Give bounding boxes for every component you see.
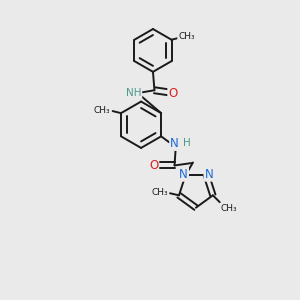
- Text: N: N: [204, 168, 213, 181]
- Text: N: N: [179, 168, 188, 181]
- Text: CH₃: CH₃: [220, 204, 237, 213]
- Text: N: N: [170, 137, 179, 150]
- Text: CH₃: CH₃: [178, 32, 195, 41]
- Text: H: H: [182, 139, 190, 148]
- Text: O: O: [168, 87, 178, 100]
- Text: NH: NH: [126, 88, 141, 98]
- Text: CH₃: CH₃: [151, 188, 168, 197]
- Text: CH₃: CH₃: [93, 106, 110, 115]
- Text: O: O: [149, 159, 158, 172]
